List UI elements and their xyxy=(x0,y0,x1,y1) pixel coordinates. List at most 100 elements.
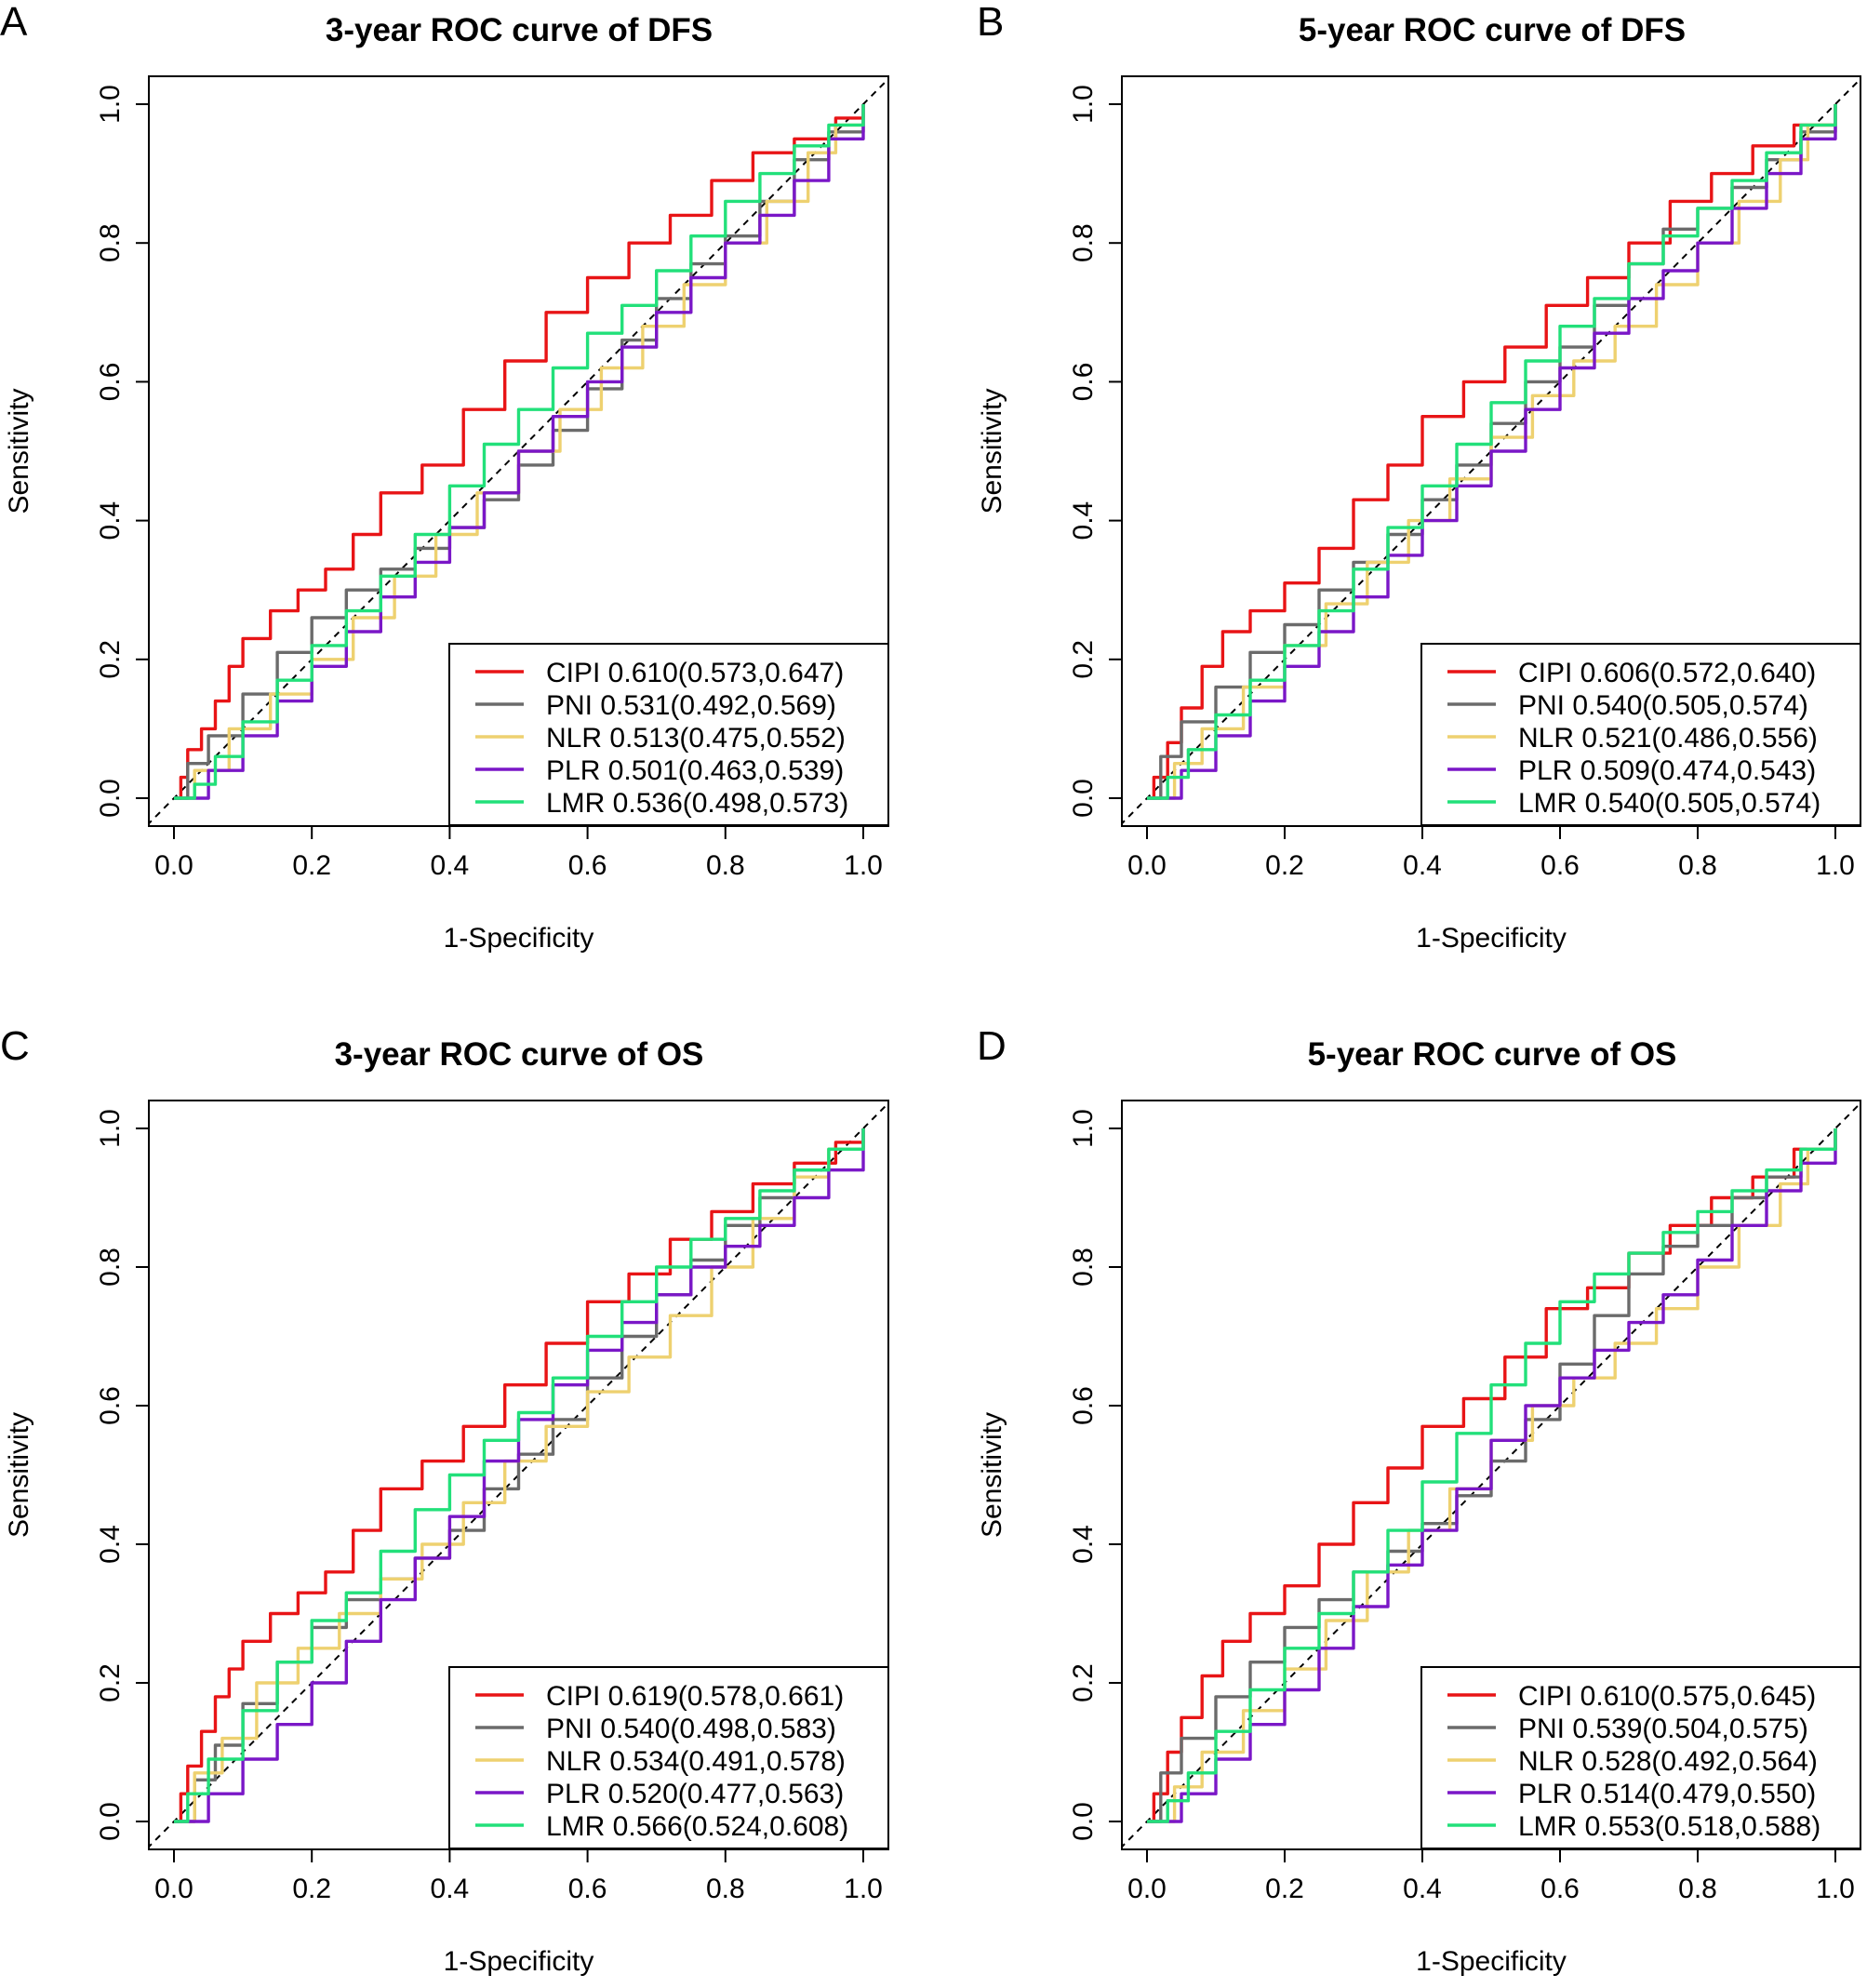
y-tick-label: 0.6 xyxy=(1068,1386,1099,1425)
roc-series-plr xyxy=(174,104,865,800)
y-tick-label: 0.8 xyxy=(1068,223,1099,262)
x-axis-label: 1-Specificity xyxy=(1416,1946,1567,1977)
x-tick-label: 0.6 xyxy=(568,850,607,881)
x-tick-label: 0.0 xyxy=(1127,1874,1167,1904)
roc-series-plr xyxy=(1147,1128,1837,1823)
x-tick-label: 0.0 xyxy=(154,1874,193,1904)
roc-panel-c: C 3-year ROC curve of OS 0.0 0.2 0.4 0.6 0.8 1.… xyxy=(0,1023,889,1977)
y-tick-label: 0.2 xyxy=(95,640,126,679)
x-tick-label: 0.4 xyxy=(431,850,470,881)
legend-entry-plr: PLR 0.514(0.479,0.550) xyxy=(1518,1779,1816,1809)
roc-series-cipi xyxy=(174,104,865,800)
roc-series-lmr xyxy=(174,104,865,800)
legend-entry-nlr: NLR 0.534(0.491,0.578) xyxy=(546,1746,846,1777)
roc-series-cipi xyxy=(174,1128,865,1823)
y-tick-label: 1.0 xyxy=(95,1109,126,1148)
reference-diagonal xyxy=(1122,77,1860,825)
y-tick-label: 0.4 xyxy=(95,501,126,540)
legend: CIPI 0.619(0.578,0.661)PNI 0.540(0.498,0… xyxy=(448,1666,889,1849)
roc-series-cipi xyxy=(1147,104,1837,800)
roc-panel-d: D 5-year ROC curve of OS 0.0 0.2 0.4 0.6 0.8 1.… xyxy=(977,1023,1861,1977)
x-tick-label: 0.2 xyxy=(1265,850,1304,881)
legend-entry-lmr: LMR 0.540(0.505,0.574) xyxy=(1518,788,1820,819)
y-tick-label: 1.0 xyxy=(1068,1109,1099,1148)
y-tick-label: 0.2 xyxy=(1068,640,1099,679)
x-axis-label: 1-Specificity xyxy=(1416,923,1567,954)
x-tick-label: 0.6 xyxy=(568,1874,607,1904)
y-axis-label: Sensitivity xyxy=(977,388,1007,514)
legend-entry-pni: PNI 0.540(0.505,0.574) xyxy=(1518,690,1808,721)
x-axis-label: 1-Specificity xyxy=(444,1946,594,1977)
y-tick-label: 0.4 xyxy=(1068,501,1099,540)
x-tick-label: 0.4 xyxy=(1403,1874,1442,1904)
panel-label: A xyxy=(0,0,28,45)
x-tick-label: 0.2 xyxy=(1265,1874,1304,1904)
legend-entry-cipi: CIPI 0.610(0.575,0.645) xyxy=(1518,1681,1816,1712)
x-tick-label: 1.0 xyxy=(844,850,883,881)
y-tick-label: 1.0 xyxy=(95,85,126,124)
y-tick-label: 0.0 xyxy=(1068,779,1099,818)
y-tick-label: 0.2 xyxy=(95,1663,126,1702)
legend-entry-cipi: CIPI 0.610(0.573,0.647) xyxy=(546,658,844,688)
y-tick-label: 0.8 xyxy=(95,223,126,262)
legend-entry-lmr: LMR 0.566(0.524,0.608) xyxy=(546,1811,848,1842)
legend-box xyxy=(448,643,889,826)
y-tick-label: 0.0 xyxy=(95,779,126,818)
reference-diagonal xyxy=(1122,1101,1860,1848)
x-tick-label: 1.0 xyxy=(1816,1874,1855,1904)
x-tick-label: 0.0 xyxy=(1127,850,1167,881)
legend-entry-pni: PNI 0.540(0.498,0.583) xyxy=(546,1714,836,1744)
legend-entry-plr: PLR 0.501(0.463,0.539) xyxy=(546,755,844,786)
legend: CIPI 0.606(0.572,0.640)PNI 0.540(0.505,0… xyxy=(1420,643,1861,826)
x-tick-label: 0.8 xyxy=(706,1874,745,1904)
legend-entry-cipi: CIPI 0.619(0.578,0.661) xyxy=(546,1681,844,1712)
x-tick-label: 0.8 xyxy=(706,850,745,881)
legend-entry-plr: PLR 0.509(0.474,0.543) xyxy=(1518,755,1816,786)
x-tick-label: 0.8 xyxy=(1678,850,1717,881)
reference-diagonal xyxy=(149,77,888,825)
legend: CIPI 0.610(0.575,0.645)PNI 0.539(0.504,0… xyxy=(1420,1666,1861,1849)
roc-series-plr xyxy=(1147,104,1837,800)
chart-title: 5-year ROC curve of OS xyxy=(1308,1036,1677,1073)
y-tick-label: 0.2 xyxy=(1068,1663,1099,1702)
x-tick-label: 0.6 xyxy=(1540,850,1580,881)
legend-entry-cipi: CIPI 0.606(0.572,0.640) xyxy=(1518,658,1816,688)
x-tick-label: 0.2 xyxy=(292,1874,331,1904)
y-axis-label: Sensitivity xyxy=(977,1412,1007,1538)
legend-entry-lmr: LMR 0.536(0.498,0.573) xyxy=(546,788,848,819)
legend-entry-lmr: LMR 0.553(0.518,0.588) xyxy=(1518,1811,1820,1842)
chart-title: 3-year ROC curve of DFS xyxy=(326,12,713,48)
x-tick-label: 0.4 xyxy=(431,1874,470,1904)
chart-title: 5-year ROC curve of DFS xyxy=(1299,12,1686,48)
x-tick-label: 1.0 xyxy=(1816,850,1855,881)
legend-entry-nlr: NLR 0.521(0.486,0.556) xyxy=(1518,723,1818,754)
x-tick-label: 0.6 xyxy=(1540,1874,1580,1904)
y-tick-label: 0.0 xyxy=(95,1802,126,1841)
y-axis-label: Sensitivity xyxy=(4,1412,34,1538)
y-tick-label: 0.6 xyxy=(95,363,126,402)
roc-panel-a: A 3-year ROC curve of DFS 0.0 0.2 0.4 0.6 0.8 1… xyxy=(0,0,889,954)
legend-box xyxy=(1420,1666,1861,1849)
x-axis-label: 1-Specificity xyxy=(444,923,594,954)
y-axis-label: Sensitivity xyxy=(4,388,34,514)
y-tick-label: 0.4 xyxy=(1068,1525,1099,1564)
legend: CIPI 0.610(0.573,0.647)PNI 0.531(0.492,0… xyxy=(448,643,889,826)
y-tick-label: 1.0 xyxy=(1068,85,1099,124)
y-tick-label: 0.8 xyxy=(1068,1248,1099,1287)
roc-series-lmr xyxy=(1147,104,1837,800)
y-tick-label: 0.6 xyxy=(1068,363,1099,402)
panel-label: D xyxy=(977,1023,1007,1069)
y-tick-label: 0.6 xyxy=(95,1386,126,1425)
x-tick-label: 0.8 xyxy=(1678,1874,1717,1904)
roc-panel-b: B 5-year ROC curve of DFS 0.0 0.2 0.4 0.6 0.8 1… xyxy=(977,0,1861,954)
x-tick-label: 1.0 xyxy=(844,1874,883,1904)
y-tick-label: 0.0 xyxy=(1068,1802,1099,1841)
x-tick-label: 0.4 xyxy=(1403,850,1442,881)
roc-series-lmr xyxy=(174,1128,865,1823)
legend-box xyxy=(448,1666,889,1849)
reference-diagonal xyxy=(149,1101,888,1848)
x-tick-label: 0.2 xyxy=(292,850,331,881)
chart-title: 3-year ROC curve of OS xyxy=(335,1036,704,1073)
x-tick-label: 0.0 xyxy=(154,850,193,881)
